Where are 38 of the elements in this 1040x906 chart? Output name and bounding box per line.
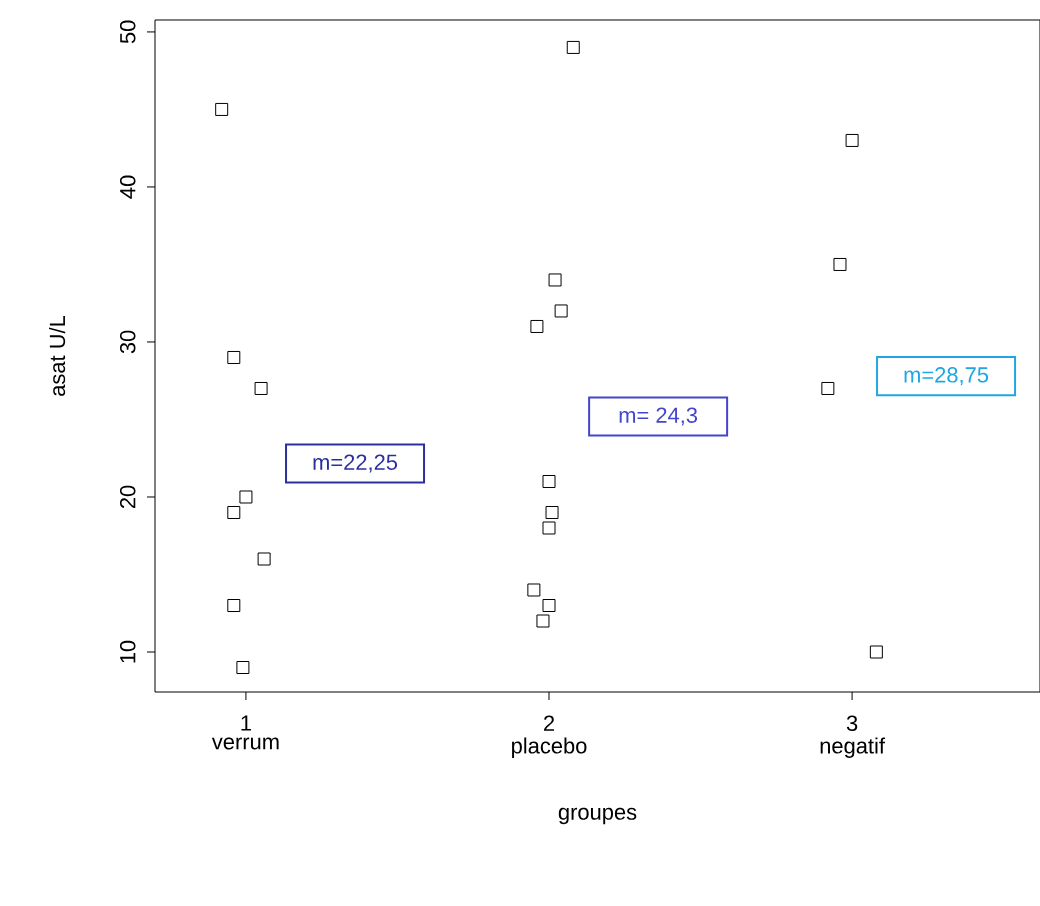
y-tick-label: 10	[119, 640, 136, 663]
point	[530, 319, 544, 333]
y-tick-label: 50	[119, 20, 136, 44]
annotation: m=28,75	[904, 367, 989, 386]
point	[869, 645, 883, 659]
annotation: m=22,25	[313, 454, 398, 473]
x-tick-label: 1	[241, 715, 251, 731]
annotation: m= 24,3	[619, 407, 698, 426]
point	[227, 505, 241, 519]
point	[257, 552, 271, 566]
point	[536, 614, 550, 628]
point	[554, 304, 568, 318]
text: placebo	[512, 737, 587, 758]
y-tick-label: 30	[119, 330, 136, 354]
point	[215, 102, 229, 116]
point	[239, 490, 253, 504]
point	[833, 257, 847, 271]
y-axis-title: asat U/L	[49, 315, 66, 396]
point	[566, 40, 580, 54]
point	[254, 381, 268, 395]
x-tick-label: 2	[544, 715, 555, 731]
point	[542, 521, 556, 535]
text: negatif	[820, 737, 886, 758]
point	[845, 133, 859, 147]
point	[542, 474, 556, 488]
point	[545, 505, 559, 519]
point	[821, 381, 835, 395]
point	[227, 599, 241, 612]
point	[236, 661, 250, 675]
point	[548, 273, 562, 287]
y-tick-label: 40	[119, 175, 136, 199]
point	[227, 350, 241, 364]
x-tick-label: 3	[846, 715, 858, 732]
text: verrum	[211, 737, 279, 750]
point	[527, 583, 541, 597]
point	[542, 599, 556, 612]
x-axis-title: groupes	[558, 807, 637, 825]
y-tick-label: 20	[119, 485, 136, 509]
